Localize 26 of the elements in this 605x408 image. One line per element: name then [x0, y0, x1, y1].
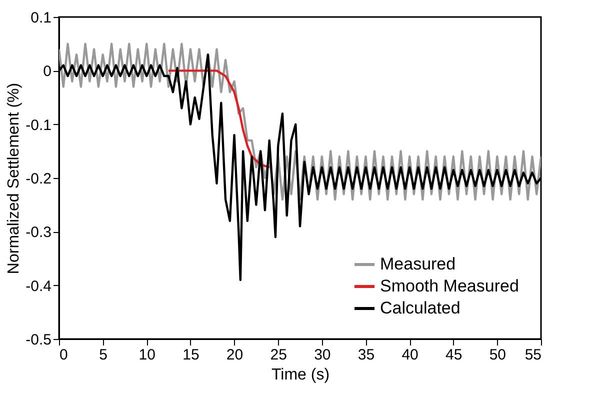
x-tick-label: 15	[182, 346, 200, 364]
legend-label: Smooth Measured	[380, 276, 519, 296]
x-tick-label: 20	[226, 346, 244, 364]
line-series	[59, 42, 541, 201]
y-tick-label: -0.3	[26, 224, 52, 242]
y-tick-label: 0	[43, 63, 52, 80]
x-tick-label: 50	[489, 346, 506, 364]
y-tick-label: 0.1	[30, 10, 52, 26]
legend-label: Measured	[380, 254, 456, 274]
y-tick-label: -0.5	[26, 332, 52, 348]
line-series	[167, 70, 270, 168]
y-tick-label: -0.1	[26, 116, 52, 134]
legend-label: Calculated	[380, 298, 460, 318]
y-tick-label: -0.2	[26, 170, 52, 188]
x-tick-label: 35	[358, 346, 375, 364]
x-tick-label: 0	[60, 346, 68, 364]
x-tick-label: 40	[402, 346, 418, 364]
y-axis-title: Normalized Settlement (%)	[6, 82, 23, 274]
x-tick-label: 55	[524, 346, 542, 364]
x-tick-label: 45	[446, 346, 462, 364]
x-tick-label: 25	[270, 346, 287, 364]
y-tick-label: -0.4	[26, 278, 52, 295]
x-tick-label: 10	[138, 346, 156, 364]
x-tick-label: 30	[314, 346, 331, 364]
x-tick-label: 5	[99, 346, 108, 364]
x-axis-title: Time (s)	[271, 366, 330, 384]
